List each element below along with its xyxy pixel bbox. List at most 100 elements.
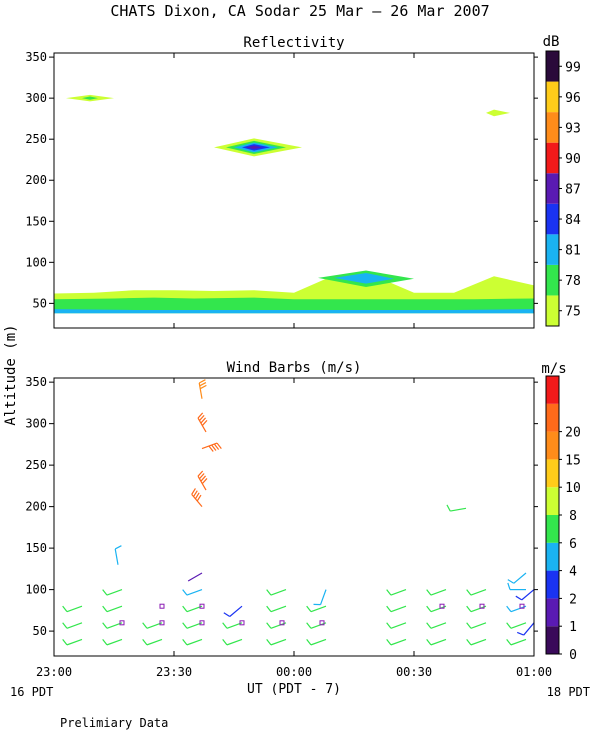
wind-barb bbox=[470, 605, 487, 613]
reflectivity-colorbar-band bbox=[546, 112, 559, 143]
reflectivity-colorbar-band bbox=[546, 51, 559, 82]
wind-barb-flag bbox=[193, 490, 198, 497]
wind-barb-flag bbox=[62, 638, 68, 646]
x-tick-label: 23:00 bbox=[36, 665, 72, 679]
reflectivity-contour-81 bbox=[334, 273, 394, 284]
calm-wind-marker bbox=[199, 620, 205, 626]
wind-barb bbox=[186, 638, 203, 646]
wind-barb-flag bbox=[208, 445, 214, 452]
wind-x-axis: 23:00 23:30 00:00 00:30 01:00 bbox=[36, 378, 552, 679]
wind-colorbar-band bbox=[546, 626, 559, 654]
wind-barb-flag bbox=[426, 622, 432, 629]
wind-data-layer bbox=[62, 379, 534, 646]
wind-colorbar-band bbox=[546, 570, 559, 599]
reflectivity-plot-area bbox=[54, 94, 534, 314]
wind-barb bbox=[270, 638, 287, 646]
reflectivity-ytick-label: 100 bbox=[25, 255, 47, 269]
wind-ytick-label: 250 bbox=[25, 458, 47, 472]
wind-barb-flag bbox=[102, 589, 108, 596]
wind-barb bbox=[450, 507, 467, 512]
wind-barb bbox=[106, 622, 123, 629]
reflectivity-ytick-label: 200 bbox=[25, 173, 47, 187]
wind-barb-flag bbox=[507, 582, 511, 590]
wind-colorbar-label: 6 bbox=[569, 537, 577, 552]
reflectivity-title: Reflectivity bbox=[243, 35, 344, 51]
x-tick-label: 00:00 bbox=[276, 665, 312, 679]
reflectivity-colorbar-band bbox=[546, 295, 559, 326]
wind-ytick-label: 150 bbox=[25, 541, 47, 555]
wind-barb bbox=[186, 605, 203, 613]
reflectivity-contour-81 bbox=[54, 309, 534, 314]
calm-wind-marker bbox=[319, 620, 325, 626]
wind-barb-flag bbox=[222, 622, 228, 629]
reflectivity-colorbar-label: 87 bbox=[565, 183, 581, 198]
wind-barb bbox=[430, 638, 447, 646]
reflectivity-colorbar-band bbox=[546, 203, 559, 235]
wind-barb-flag bbox=[102, 622, 108, 629]
wind-barb bbox=[319, 589, 327, 605]
wind-barb-flag bbox=[201, 419, 208, 426]
calm-wind-marker bbox=[519, 603, 525, 609]
wind-barb bbox=[430, 589, 447, 596]
wind-barb-flag bbox=[197, 470, 204, 477]
wind-barb bbox=[226, 622, 243, 629]
wind-barb bbox=[390, 605, 407, 613]
wind-barb-flag bbox=[266, 638, 272, 646]
reflectivity-colorbar-label: 96 bbox=[565, 91, 581, 106]
wind-colorbar-band bbox=[546, 431, 559, 460]
wind-colorbar-band bbox=[546, 487, 559, 515]
wind-barb bbox=[186, 622, 203, 629]
wind-barb-flag bbox=[306, 622, 312, 629]
wind-barb bbox=[66, 605, 83, 613]
reflectivity-colorbar-band bbox=[546, 264, 559, 296]
wind-barb bbox=[187, 572, 203, 582]
wind-barb bbox=[390, 589, 407, 596]
wind-barb bbox=[106, 638, 123, 646]
footer-note: Prelimiary Data bbox=[60, 716, 168, 730]
wind-barb bbox=[106, 605, 123, 613]
wind-barb-flag bbox=[142, 622, 148, 629]
right-date-label: 18 PDT bbox=[547, 685, 590, 699]
wind-ytick-label: 200 bbox=[25, 500, 47, 514]
wind-barb bbox=[390, 622, 407, 629]
wind-colorbar-band bbox=[546, 598, 559, 627]
wind-colorbar-band bbox=[546, 542, 559, 571]
wind-barb-flag bbox=[200, 475, 207, 482]
reflectivity-colorbar-band bbox=[546, 234, 559, 265]
wind-barb bbox=[430, 622, 447, 629]
reflectivity-y-axis: 50 100 150 200 250 300 350 bbox=[25, 50, 538, 310]
wind-barb-flag bbox=[102, 638, 108, 646]
wind-barb-flag bbox=[515, 595, 523, 601]
wind-barb bbox=[106, 589, 123, 596]
wind-barb-flag bbox=[223, 612, 231, 618]
wind-barb-flag bbox=[102, 605, 108, 613]
wind-barb-flag bbox=[426, 638, 432, 646]
wind-barb-flag bbox=[507, 579, 515, 584]
calm-wind-marker bbox=[479, 603, 485, 609]
wind-colorbar-band bbox=[546, 376, 559, 404]
wind-frame bbox=[53, 377, 535, 657]
x-tick-label: 01:00 bbox=[516, 665, 552, 679]
wind-barb bbox=[270, 605, 287, 613]
wind-barb bbox=[510, 605, 527, 613]
wind-barb bbox=[470, 589, 487, 596]
wind-barb-flag bbox=[446, 504, 451, 512]
wind-barb bbox=[470, 638, 487, 646]
wind-barb-flag bbox=[191, 488, 196, 495]
wind-barb-flag bbox=[386, 589, 392, 596]
wind-barb-flag bbox=[386, 638, 392, 646]
wind-barb-flag bbox=[266, 605, 272, 613]
wind-barb-flag bbox=[466, 605, 472, 613]
reflectivity-colorbar-label: 84 bbox=[565, 213, 581, 228]
wind-colorbar-label: 1 bbox=[569, 620, 577, 635]
wind-barb-flag bbox=[466, 622, 472, 629]
wind-barb-flag bbox=[222, 638, 228, 646]
figure-title: CHATS Dixon, CA Sodar 25 Mar — 26 Mar 20… bbox=[110, 2, 489, 20]
wind-ytick-label: 300 bbox=[25, 417, 47, 431]
calm-wind-marker bbox=[199, 603, 205, 609]
wind-barb bbox=[66, 622, 83, 629]
wind-barb bbox=[310, 622, 327, 629]
reflectivity-ytick-label: 350 bbox=[25, 50, 47, 64]
wind-barb-flag bbox=[142, 638, 148, 646]
